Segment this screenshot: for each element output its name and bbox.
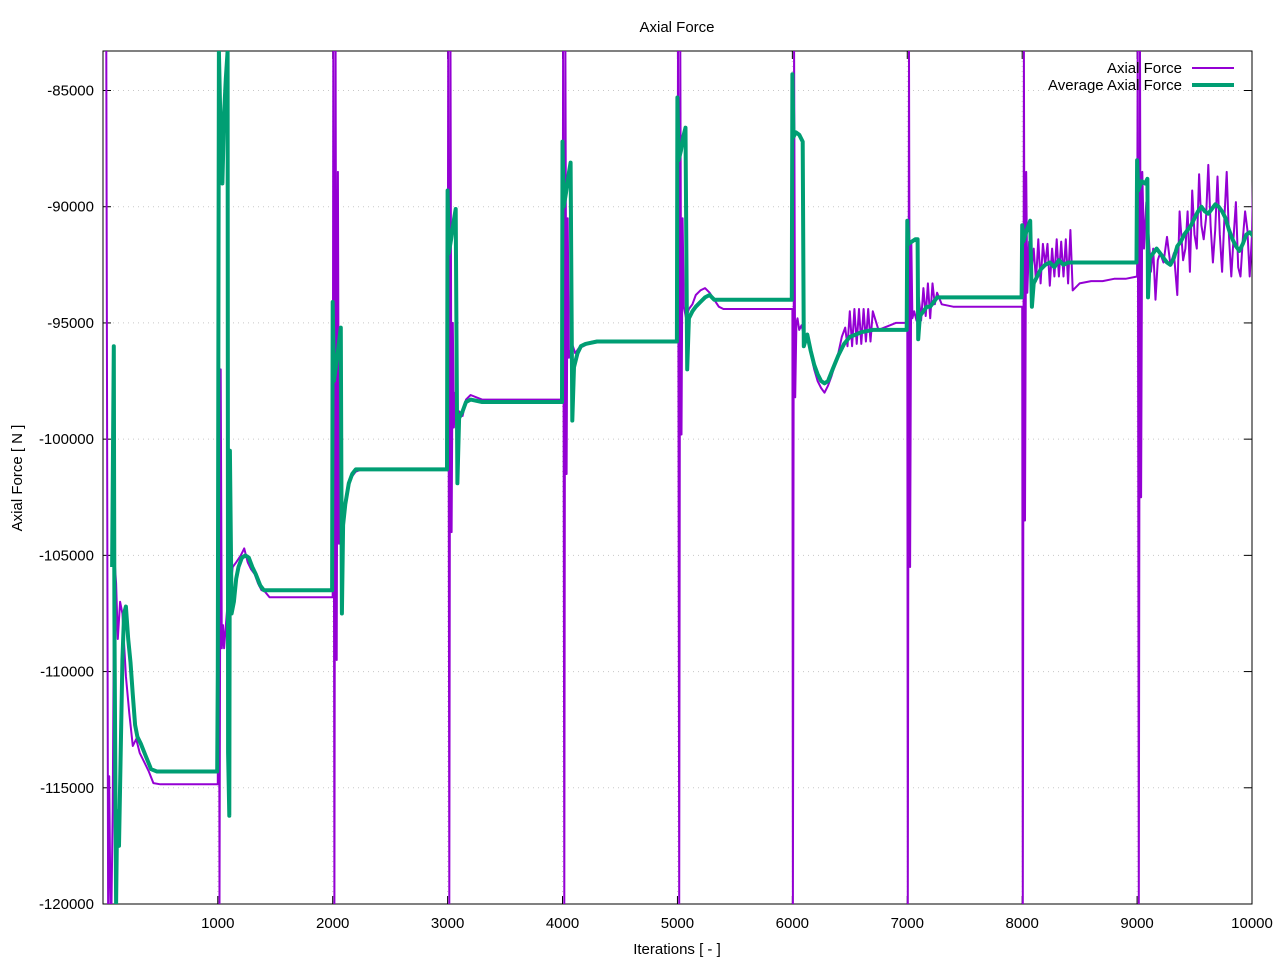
x-tick-label: 8000 bbox=[1005, 915, 1038, 932]
x-tick-label: 10000 bbox=[1231, 915, 1273, 932]
x-axis-label: Iterations [ - ] bbox=[633, 941, 721, 958]
series-line-2 bbox=[110, 51, 1252, 904]
y-tick-label: -105000 bbox=[39, 547, 94, 564]
legend-label-2: Average Axial Force bbox=[1048, 77, 1182, 94]
y-tick-label: -100000 bbox=[39, 431, 94, 448]
legend-label-1: Axial Force bbox=[1107, 60, 1182, 77]
y-tick-label: -95000 bbox=[47, 315, 94, 332]
y-tick-label: -115000 bbox=[40, 780, 94, 797]
y-axis: -120000 -115000 -110000 -105000 -100000 -9500… bbox=[39, 83, 1252, 913]
y-tick-label: -85000 bbox=[47, 83, 94, 100]
x-tick-label: 9000 bbox=[1120, 915, 1153, 932]
y-tick-label: -90000 bbox=[47, 199, 94, 216]
y-tick-label: -110000 bbox=[40, 664, 94, 681]
x-tick-label: 2000 bbox=[316, 915, 349, 932]
x-axis: 1000 2000 3000 4000 5000 6000 7000 8000 9000 1000… bbox=[201, 51, 1273, 932]
y-tick-label: -120000 bbox=[39, 896, 94, 913]
x-tick-label: 4000 bbox=[546, 915, 579, 932]
series-line-1 bbox=[105, 51, 1252, 904]
x-tick-label: 5000 bbox=[661, 915, 694, 932]
x-tick-label: 1000 bbox=[201, 915, 234, 932]
x-tick-label: 7000 bbox=[891, 915, 924, 932]
x-tick-label: 6000 bbox=[776, 915, 809, 932]
chart-title: Axial Force bbox=[639, 19, 714, 36]
x-tick-label: 3000 bbox=[431, 915, 464, 932]
series-lines bbox=[105, 51, 1252, 904]
y-axis-label: Axial Force [ N ] bbox=[9, 425, 26, 532]
